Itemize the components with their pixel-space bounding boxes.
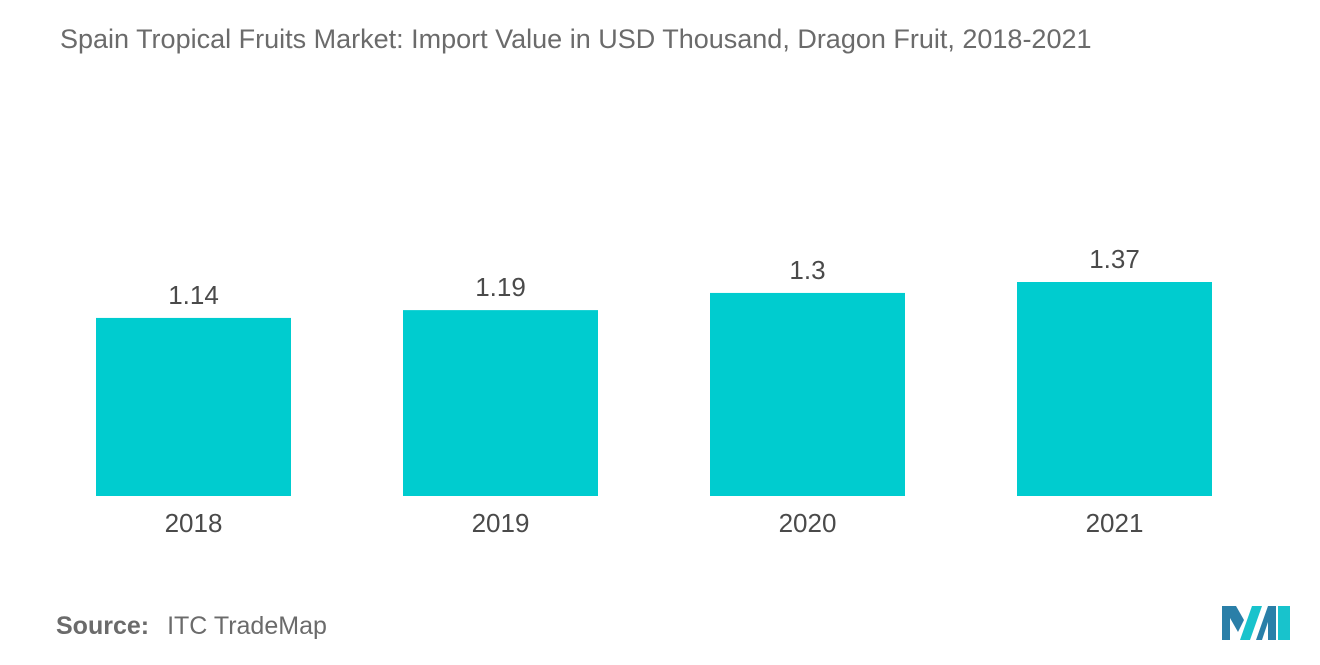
value-label-2021: 1.37 [1089,244,1140,274]
x-tick-label-2019: 2019 [472,508,530,538]
value-label-2019: 1.19 [475,272,526,302]
source-key: Source: [56,612,150,640]
bar-2019 [403,310,598,496]
bar-2020 [710,292,905,496]
x-tick-label-2018: 2018 [165,508,223,538]
x-tick-label-2020: 2020 [779,508,837,538]
mordor-intelligence-logo-icon [1222,606,1290,640]
bar-2021 [1017,282,1212,496]
source-value: ITC TradeMap [167,612,327,640]
value-label-2020: 1.3 [789,255,825,285]
logo-shape-right [1256,606,1276,640]
logo-shape-left [1222,606,1244,640]
source-note: Source: ITC TradeMap [56,612,327,641]
chart-title: Spain Tropical Fruits Market: Import Val… [60,24,1092,54]
value-label-2018: 1.14 [168,280,219,310]
bar-2018 [96,317,291,496]
logo-shape-mid [1240,606,1262,640]
logo-shape-far-right [1278,606,1290,640]
x-tick-label-2021: 2021 [1086,508,1144,538]
